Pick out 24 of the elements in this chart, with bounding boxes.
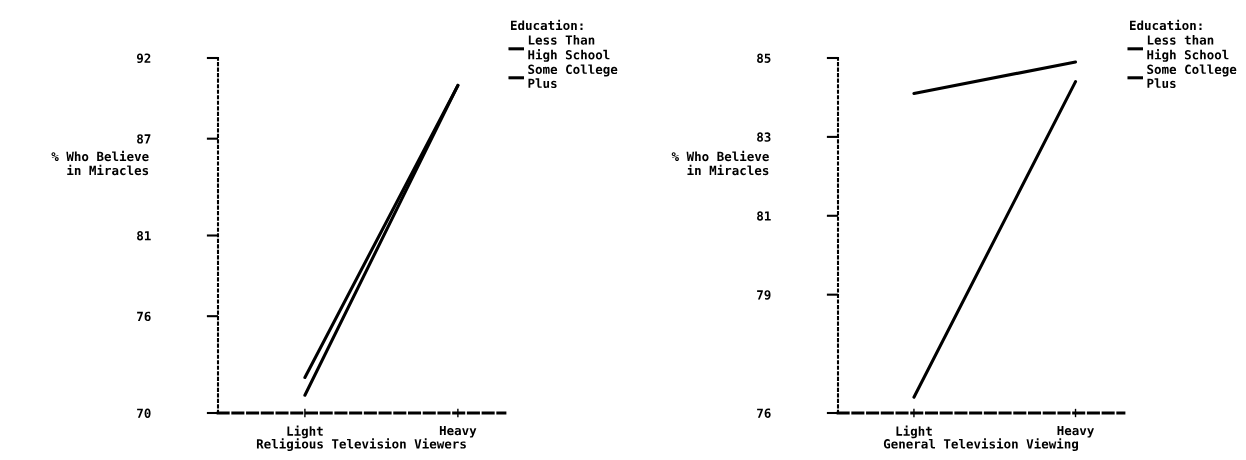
x-axis-title: General Television Viewing: [883, 438, 1078, 451]
y-tick-label: 83: [757, 132, 771, 142]
y-tick-label: 76: [757, 408, 771, 418]
legend-title: Education:: [511, 19, 583, 31]
x-tick-label: Heavy: [439, 425, 477, 438]
x-tick-label: Light: [287, 425, 323, 439]
x-tick-label: Light: [896, 425, 932, 439]
y-axis-title: % Who Believe in Miracles: [51, 150, 149, 176]
y-tick-label: 87: [137, 134, 151, 144]
y-tick-label: 81: [757, 211, 771, 221]
y-axis-title: % Who Believe in Miracles: [671, 150, 769, 176]
y-tick-label: 92: [136, 53, 151, 63]
x-tick-label: Heavy: [1057, 425, 1094, 438]
y-tick-label: 76: [137, 311, 151, 322]
y-tick-label: 85: [757, 53, 771, 63]
legend-label: Some College Plus: [528, 64, 618, 89]
legend-label: Less Than High School: [528, 35, 610, 62]
x-axis-title: Religious Television Viewers: [256, 438, 466, 451]
y-tick-label: 81: [137, 230, 151, 241]
legend-title: Education:: [1130, 19, 1202, 31]
legend-label: Some College Plus: [1147, 64, 1237, 89]
y-tick-label: 70: [137, 408, 151, 418]
legend-label: Less than High School: [1147, 35, 1229, 62]
y-tick-label: 79: [757, 290, 771, 300]
